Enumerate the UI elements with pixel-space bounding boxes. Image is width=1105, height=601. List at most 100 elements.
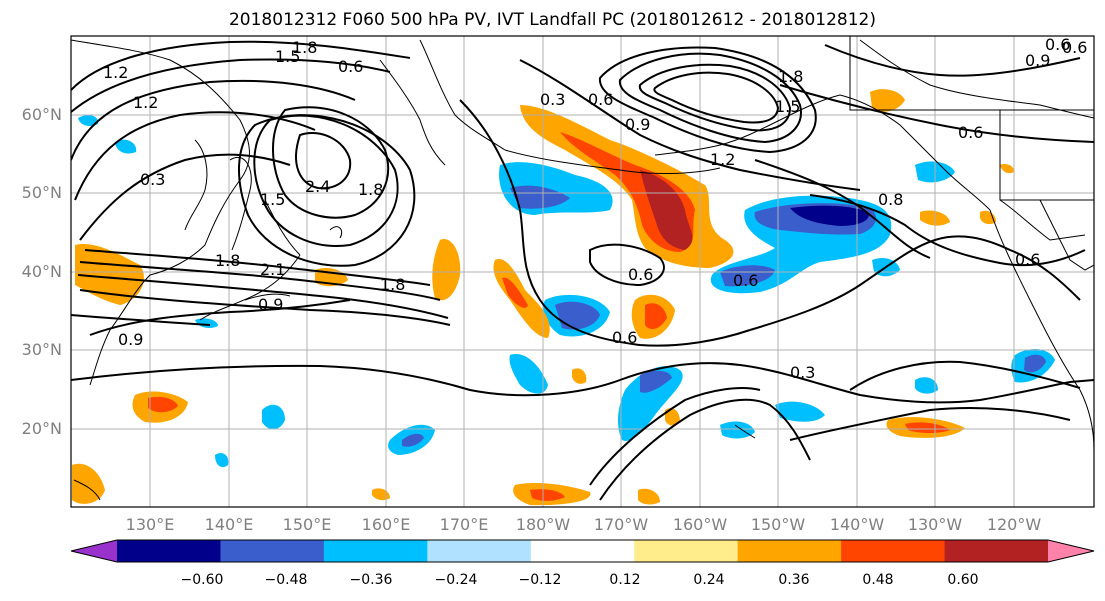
shade-positive	[572, 368, 587, 384]
shade-positive	[870, 89, 905, 112]
shade-positive	[645, 303, 667, 330]
shade-positive	[640, 170, 693, 250]
shade-negative	[1024, 354, 1046, 373]
shade-positive	[502, 277, 528, 308]
colorbar-segment	[944, 540, 1049, 562]
contour-label: 0.6	[1045, 35, 1070, 54]
lon-label: 120°W	[986, 515, 1042, 534]
shade-negative	[195, 318, 218, 328]
colorbar-segment	[117, 540, 221, 562]
shade-negative	[402, 433, 424, 447]
lat-label-40n: 40°N	[21, 262, 62, 281]
colorbar-tick-label: −0.48	[264, 572, 308, 588]
contour-label: 0.6	[1015, 250, 1040, 269]
shade-negative	[262, 404, 285, 430]
lat-label-20n: 20°N	[21, 419, 62, 438]
lat-label-50n: 50°N	[21, 183, 62, 202]
contour-label: 0.3	[790, 363, 815, 382]
lon-label: 160°W	[672, 515, 728, 534]
contour-label: 1.2	[103, 63, 128, 82]
shade-negative	[720, 421, 755, 439]
shade-positive	[665, 408, 680, 426]
contour-label: 1.8	[380, 275, 405, 294]
shade-positive	[1000, 163, 1015, 174]
map-frame	[70, 35, 1095, 508]
colorbar-tick-label: 0.12	[609, 572, 641, 588]
colorbar-tick-label: −0.12	[518, 572, 562, 588]
shade-negative	[720, 265, 775, 287]
lat-label-30n: 30°N	[21, 340, 62, 359]
shade-negative	[618, 366, 683, 441]
contour-label: 2.1	[260, 260, 285, 279]
contour-label: 1.8	[292, 38, 317, 57]
lon-label: 130°E	[125, 515, 175, 534]
colorbar-tick-label: 0.60	[947, 572, 979, 588]
shading-layer	[72, 89, 1055, 506]
colorbar-tick-label: −0.60	[180, 572, 224, 588]
contour-label-layer: 1.8 1.5 0.6 1.2 1.2 0.3 2.4 1.8 1.5 1.8 …	[103, 35, 1087, 382]
contour-label: 0.3	[540, 90, 565, 109]
lon-label: 180°W	[515, 515, 571, 534]
contour-label: 0.6	[612, 328, 637, 347]
contour-label: 0.6	[628, 265, 653, 284]
colorbar-segment	[220, 540, 325, 562]
colorbar-tick-label: −0.24	[434, 572, 478, 588]
contour-label: 1.2	[133, 93, 158, 112]
colorbar-segment	[634, 540, 739, 562]
shade-positive	[905, 422, 950, 433]
colorbar-outline	[70, 539, 1095, 563]
lon-label: 150°W	[750, 515, 806, 534]
colorbar-tick-label: 0.36	[778, 572, 810, 588]
lat-label-60n: 60°N	[21, 105, 62, 124]
shade-negative	[215, 453, 229, 468]
colorbar-tick-label: 0.48	[862, 572, 894, 588]
political-boundaries	[849, 36, 1094, 271]
shade-negative	[509, 354, 548, 394]
lon-label: 140°W	[829, 515, 885, 534]
shade-negative	[78, 115, 99, 126]
lon-label: 170°W	[593, 515, 649, 534]
lon-label: 130°W	[907, 515, 963, 534]
contour-label: 2.4	[305, 177, 330, 196]
shade-negative	[510, 185, 570, 209]
contour-label: 1.8	[215, 251, 240, 270]
contour-label: 0.6	[1062, 38, 1087, 57]
colorbar-segment	[737, 540, 842, 562]
shade-negative	[775, 401, 825, 422]
contour-label: 0.6	[588, 90, 613, 109]
shade-positive	[72, 463, 105, 504]
shade-negative	[115, 139, 137, 154]
shade-negative	[555, 301, 600, 330]
shade-positive	[372, 488, 390, 501]
contour-label: 1.5	[260, 190, 285, 209]
contour-label: 0.9	[1025, 51, 1050, 70]
shade-positive	[148, 396, 178, 413]
contour-label: 0.9	[118, 330, 143, 349]
colorbar-segment	[841, 540, 946, 562]
contour-label: 0.9	[625, 115, 650, 134]
coastlines	[71, 39, 1094, 501]
lon-label: 170°E	[439, 515, 489, 534]
colorbar-extend-low	[71, 540, 117, 562]
colorbar-segment	[323, 540, 428, 562]
shade-negative	[915, 377, 938, 394]
shade-negative	[790, 205, 869, 226]
pv-contours	[71, 40, 1094, 501]
contour-label: 1.8	[358, 180, 383, 199]
shade-positive	[75, 244, 144, 305]
contour-label: 0.6	[958, 123, 983, 142]
shade-positive	[980, 210, 996, 225]
contour-label: 1.8	[778, 67, 803, 86]
colorbar-segment	[530, 540, 635, 562]
contour-label: 0.9	[258, 295, 283, 314]
contour-label: 1.5	[275, 47, 300, 66]
shade-positive	[638, 488, 660, 505]
contour-label: 0.6	[733, 271, 758, 290]
colorbar-extend-high	[1048, 540, 1094, 562]
contour-label: 1.2	[710, 150, 735, 169]
map-title: 2018012312 F060 500 hPa PV, IVT Landfall…	[228, 10, 876, 30]
colorbar-segment	[427, 540, 532, 562]
shade-positive	[432, 239, 461, 301]
contour-label: 0.3	[140, 170, 165, 189]
